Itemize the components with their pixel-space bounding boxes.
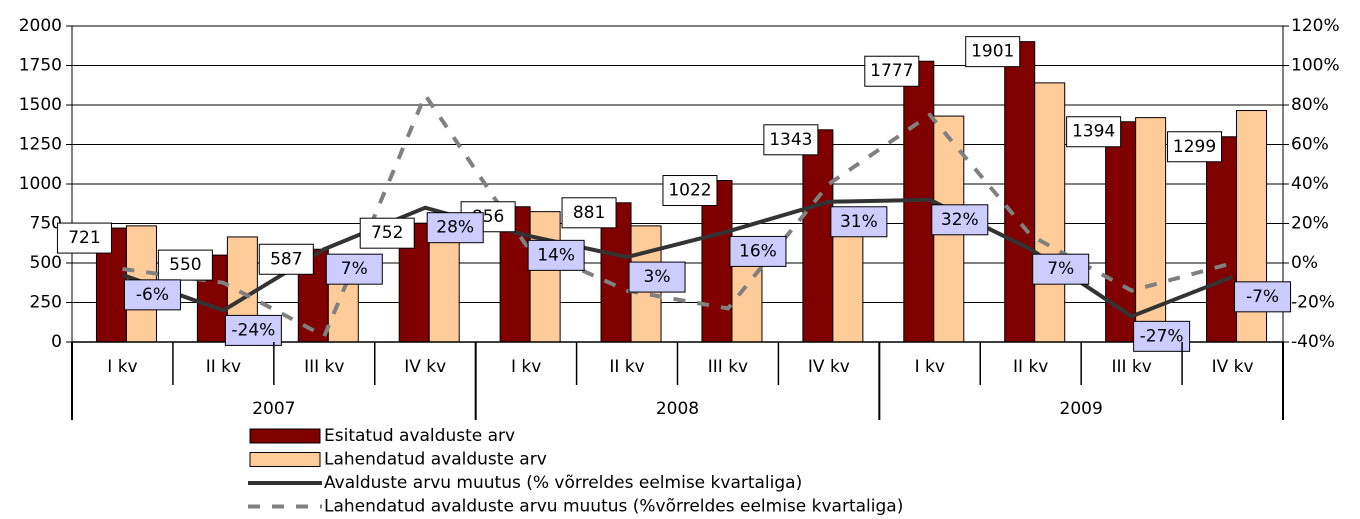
data-label: 550	[169, 255, 201, 275]
data-label: 3%	[644, 267, 671, 287]
x-tick-label: III kv	[708, 357, 748, 377]
bar	[731, 254, 763, 343]
y-tick-label: 1000	[19, 174, 62, 194]
y2-tick-label: 100%	[1291, 56, 1340, 76]
data-label-box	[359, 217, 415, 249]
legend-swatch	[249, 452, 321, 467]
y2-tick-label: 0%	[1291, 253, 1318, 273]
data-label-box	[662, 175, 718, 207]
y2-tick-label: 80%	[1291, 95, 1329, 115]
data-label-box	[1133, 320, 1191, 352]
data-label: 28%	[436, 218, 474, 238]
y-tick-label: 1500	[19, 95, 62, 115]
x-tick-label: II kv	[1013, 357, 1048, 377]
data-label-box	[931, 204, 989, 236]
legend-label: Lahendatud avalduste arvu muutus (%võrre…	[324, 497, 903, 517]
legend-label: Avalduste arvu muutus (% võrreldes eelmi…	[324, 473, 802, 493]
data-label-box	[56, 222, 112, 254]
data-label: 1299	[1173, 137, 1216, 157]
x-tick-label: I kv	[511, 357, 541, 377]
data-label-box	[965, 36, 1021, 68]
data-label-box	[325, 253, 383, 285]
data-label-box	[426, 212, 484, 244]
group-label: 2008	[656, 399, 699, 419]
data-label-box	[561, 197, 617, 229]
data-label: 587	[270, 249, 302, 269]
x-tick-label: IV kv	[808, 357, 850, 377]
y-tick-label: 750	[30, 214, 62, 234]
x-tick-label: I kv	[915, 357, 945, 377]
data-label-box	[224, 314, 282, 346]
data-label: 721	[68, 228, 100, 248]
data-label-box	[1167, 131, 1223, 163]
data-label-box	[830, 206, 888, 238]
y-tick-label: 250	[30, 293, 62, 313]
x-tick-label: III kv	[304, 357, 344, 377]
x-tick-label: III kv	[1111, 357, 1151, 377]
data-label: 14%	[537, 245, 575, 265]
legend-label: Esitatud avalduste arv	[324, 426, 515, 446]
bar	[529, 211, 561, 343]
data-label-box	[763, 124, 819, 156]
data-label: 7%	[1047, 259, 1074, 279]
legend-label: Lahendatud avalduste arv	[324, 450, 547, 470]
bar	[1034, 82, 1066, 343]
data-label: -24%	[231, 320, 275, 340]
group-label: 2009	[1060, 399, 1103, 419]
data-label: 32%	[941, 210, 979, 230]
data-label: -27%	[1140, 326, 1184, 346]
y-tick-label: 500	[30, 253, 62, 273]
y-tick-label: 2000	[19, 16, 62, 36]
data-label: 1343	[769, 130, 812, 150]
data-label: 7%	[341, 259, 368, 279]
x-tick-label: I kv	[107, 357, 137, 377]
data-label-box	[527, 239, 585, 271]
data-label: 1394	[1072, 122, 1115, 142]
y-tick-label: 1250	[19, 135, 62, 155]
data-label: 1777	[870, 61, 913, 81]
bar	[802, 129, 834, 343]
data-label-box	[1066, 116, 1122, 148]
data-label: 752	[371, 223, 403, 243]
y2-tick-label: 40%	[1291, 174, 1329, 194]
data-label: 16%	[739, 241, 777, 261]
y2-tick-label: 60%	[1291, 135, 1329, 155]
dashed-line	[122, 90, 1234, 339]
data-label-box	[729, 235, 787, 267]
legend-swatch	[249, 428, 321, 444]
x-tick-label: II kv	[609, 357, 644, 377]
bar	[428, 224, 460, 343]
x-tick-label: II kv	[206, 357, 241, 377]
bar	[1206, 136, 1238, 343]
data-label-box	[1234, 281, 1292, 313]
data-label-box	[123, 279, 181, 311]
y-tick-label: 1750	[19, 56, 62, 76]
y2-tick-label: 20%	[1291, 214, 1329, 234]
data-label-box	[628, 261, 686, 293]
data-label-box	[1032, 253, 1090, 285]
data-label-box	[258, 243, 314, 275]
data-label: -7%	[1246, 287, 1279, 307]
x-tick-label: IV kv	[1212, 357, 1254, 377]
y2-tick-label: -20%	[1291, 293, 1335, 313]
data-label: 1022	[668, 181, 711, 201]
data-label: 1901	[971, 42, 1014, 62]
group-label: 2007	[252, 399, 295, 419]
data-label: 31%	[840, 212, 878, 232]
y2-tick-label: 120%	[1291, 16, 1340, 36]
data-label-box	[864, 55, 920, 87]
y-tick-label: 0	[51, 332, 62, 352]
data-label: 881	[573, 203, 605, 223]
bar	[1004, 41, 1036, 343]
data-label-box	[157, 249, 213, 281]
x-tick-label: IV kv	[404, 357, 446, 377]
data-label: -6%	[136, 285, 169, 305]
y2-tick-label: -40%	[1291, 332, 1335, 352]
